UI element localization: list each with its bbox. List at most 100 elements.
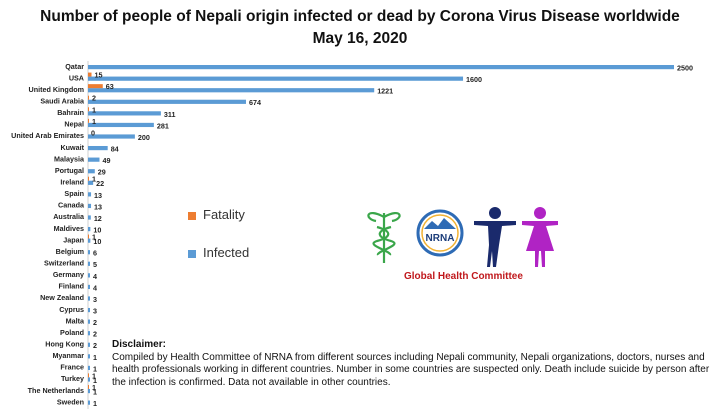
category-label-hong-kong: Hong Kong (45, 339, 84, 348)
category-label-portugal: Portugal (55, 166, 84, 175)
data-label-infected-spain: 13 (94, 191, 102, 200)
bar-fatality-japan (88, 234, 89, 239)
bar-fatality-nepal (88, 118, 89, 123)
bar-fatality-saudi-arabia (88, 95, 89, 100)
bar-infected-hong-kong (88, 342, 90, 347)
data-label-infected-switzerland: 5 (93, 260, 97, 269)
bar-infected-sweden (88, 400, 90, 405)
bar-infected-maldives (88, 226, 91, 232)
category-label-sweden: Sweden (57, 397, 84, 406)
category-label-the-netherlands: The Netherlands (28, 386, 84, 395)
category-label-ireland: Ireland (60, 178, 84, 187)
category-label-poland: Poland (60, 328, 84, 337)
bar-infected-portugal (88, 169, 95, 174)
bar-infected-saudi-arabia (88, 99, 246, 104)
bar-fatality-ireland (88, 176, 89, 181)
category-label-united-arab-emirates: United Arab Emirates (11, 131, 84, 140)
bar-infected-cyprus (88, 307, 90, 313)
category-label-australia: Australia (53, 212, 85, 221)
category-label-new-zealand: New Zealand (40, 293, 84, 302)
bar-infected-finland (88, 284, 90, 290)
data-label-infected-france: 1 (93, 364, 97, 373)
data-label-fatality-saudi-arabia: 2 (92, 94, 96, 103)
legend-swatch-infected (188, 249, 196, 258)
category-label-nepal: Nepal (64, 120, 84, 129)
legend-item-infected: Infected (188, 245, 249, 260)
data-label-infected-nepal: 281 (157, 121, 169, 130)
bar-infected-malta (88, 319, 90, 324)
data-label-infected-hong-kong: 2 (93, 341, 97, 350)
bar-infected-poland (88, 331, 90, 336)
data-label-infected-sweden: 1 (93, 399, 97, 408)
data-label-infected-the-netherlands: 1 (93, 387, 97, 396)
data-label-fatality-the-netherlands: 1 (92, 383, 96, 392)
category-label-turkey: Turkey (61, 374, 84, 383)
data-label-infected-australia: 12 (94, 214, 102, 223)
global-health-committee-caption: Global Health Committee (404, 271, 523, 282)
caduceus-icon (367, 212, 401, 263)
category-label-maldives: Maldives (54, 224, 84, 233)
category-label-myanmar: Myanmar (52, 351, 84, 360)
data-label-fatality-united-arab-emirates: 0 (91, 128, 95, 137)
bar-infected-ireland (88, 180, 94, 185)
bar-fatality-usa (88, 72, 92, 77)
bar-infected-malaysia (88, 157, 100, 162)
data-label-infected-cyprus: 3 (93, 306, 97, 315)
bar-infected-belgium (88, 250, 90, 255)
category-label-malta: Malta (66, 316, 85, 325)
bar-infected-the-netherlands (88, 388, 90, 394)
logo-text: NRNA (426, 233, 455, 244)
data-label-infected-united-kingdom: 1221 (377, 87, 393, 96)
data-label-fatality-bahrain: 1 (92, 105, 96, 114)
category-label-bahrain: Bahrain (57, 108, 84, 117)
category-label-kuwait: Kuwait (60, 143, 84, 152)
data-label-infected-germany: 4 (93, 272, 97, 281)
bar-infected-japan (88, 238, 91, 243)
bar-infected-qatar (88, 65, 674, 70)
data-label-infected-maldives: 10 (93, 225, 101, 234)
bar-infected-united-kingdom (88, 88, 375, 93)
bar-infected-new-zealand (88, 296, 90, 301)
chart-title-line-2: May 16, 2020 (312, 30, 408, 47)
bar-fatality-turkey (88, 373, 89, 378)
nrna-emblem: NRNA (416, 209, 464, 257)
data-label-infected-turkey: 1 (93, 376, 97, 385)
chart-title-line-1: Number of people of Nepali origin infect… (40, 8, 680, 25)
data-label-fatality-ireland: 1 (92, 175, 96, 184)
disclaimer-title: Disclaimer: (112, 339, 166, 350)
data-label-infected-malta: 2 (93, 318, 97, 327)
category-label-japan: Japan (63, 235, 84, 244)
bar-infected-switzerland (88, 261, 90, 266)
category-label-spain: Spain (64, 189, 84, 198)
data-label-fatality-united-kingdom: 63 (106, 82, 114, 91)
man-figure-icon (474, 207, 516, 267)
category-label-germany: Germany (53, 270, 84, 279)
data-label-fatality-nepal: 1 (92, 117, 96, 126)
data-label-infected-usa: 1600 (466, 75, 482, 84)
nrna-logo: NRNA (367, 207, 558, 267)
bar-infected-myanmar (88, 354, 90, 359)
data-label-fatality-usa: 15 (95, 71, 103, 80)
data-label-infected-belgium: 6 (93, 249, 97, 258)
category-label-switzerland: Switzerland (44, 258, 84, 267)
category-label-cyprus: Cyprus (59, 305, 84, 314)
legend-item-fatality: Fatality (188, 207, 245, 222)
category-label-malaysia: Malaysia (54, 154, 85, 163)
data-label-infected-saudi-arabia: 674 (249, 98, 261, 107)
data-label-infected-ireland: 22 (96, 179, 104, 188)
bar-fatality-bahrain (88, 107, 89, 112)
category-label-usa: USA (69, 73, 84, 82)
data-label-infected-qatar: 2500 (677, 64, 693, 73)
bar-infected-canada (88, 203, 92, 209)
legend-swatch-fatality (188, 211, 196, 220)
data-label-infected-united-arab-emirates: 200 (138, 133, 150, 142)
bar-infected-france (88, 365, 90, 371)
category-label-france: France (60, 363, 84, 372)
data-label-infected-new-zealand: 3 (93, 295, 97, 304)
data-label-infected-bahrain: 311 (164, 110, 176, 119)
woman-figure-icon (522, 207, 558, 267)
bar-fatality-united-kingdom (88, 84, 103, 89)
bar-infected-kuwait (88, 145, 108, 151)
bar-infected-spain (88, 192, 92, 197)
